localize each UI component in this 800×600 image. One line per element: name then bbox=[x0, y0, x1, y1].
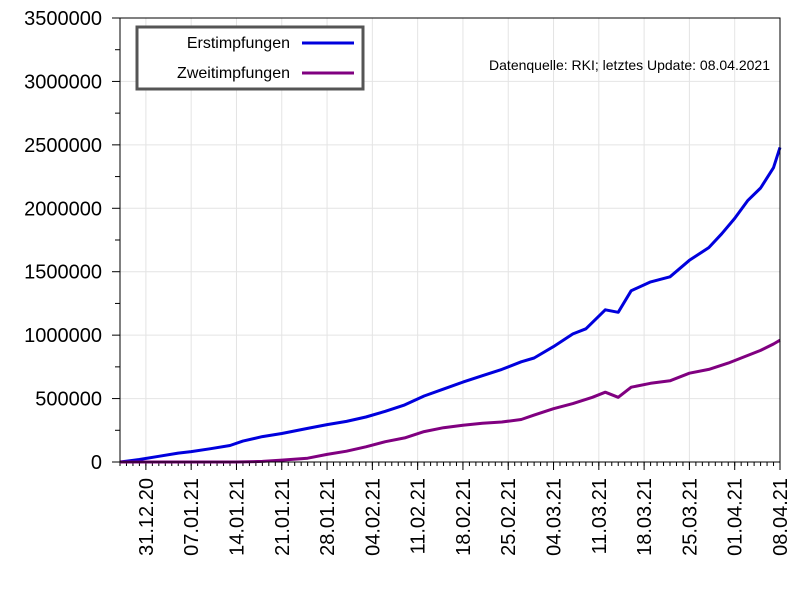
x-tick-label: 31.12.20 bbox=[136, 478, 158, 556]
x-tick-label: 01.04.21 bbox=[725, 478, 747, 556]
data-source-note: Datenquelle: RKI; letztes Update: 08.04.… bbox=[489, 57, 770, 73]
legend-box bbox=[135, 25, 365, 91]
series-line-zweitimpfungen bbox=[120, 338, 781, 464]
x-tick-label: 14.01.21 bbox=[226, 478, 248, 556]
x-tick-label: 04.02.21 bbox=[362, 478, 384, 556]
x-tick-label: 25.02.21 bbox=[498, 478, 520, 556]
y-tick-label: 500000 bbox=[35, 389, 102, 411]
x-tick-label: 04.03.21 bbox=[544, 478, 566, 556]
series-lines bbox=[119, 146, 782, 464]
legend: Erstimpfungen Zweitimpfungen bbox=[135, 25, 365, 91]
y-tick-label: 3500000 bbox=[24, 8, 102, 30]
plot-frame bbox=[119, 17, 781, 463]
x-tick-label: 21.01.21 bbox=[272, 478, 294, 556]
legend-label-zweitimpfungen: Zweitimpfungen bbox=[177, 65, 290, 82]
y-tick-label: 1500000 bbox=[24, 262, 102, 284]
x-tick-label: 11.02.21 bbox=[408, 478, 430, 554]
x-tick-label: 08.04.21 bbox=[770, 478, 792, 556]
y-axis-ticks: 0 500000 1000000 1500000 2000000 2500000 30000… bbox=[24, 8, 120, 474]
y-tick-label: 0 bbox=[91, 452, 102, 474]
x-tick-label: 25.03.21 bbox=[679, 478, 701, 556]
series-line-erstimpfungen bbox=[119, 146, 782, 464]
x-tick-label: 18.03.21 bbox=[634, 478, 656, 556]
y-tick-label: 2000000 bbox=[24, 198, 102, 220]
x-tick-label: 28.01.21 bbox=[317, 478, 339, 556]
x-tick-label: 07.01.21 bbox=[181, 478, 203, 556]
legend-label-erstimpfungen: Erstimpfungen bbox=[187, 35, 290, 52]
y-tick-label: 1000000 bbox=[24, 325, 102, 347]
y-tick-label: 2500000 bbox=[24, 135, 102, 157]
y-tick-label: 3000000 bbox=[24, 71, 102, 93]
x-tick-label: 18.02.21 bbox=[453, 478, 475, 556]
x-axis-ticks: 31.12.20 07.01.21 14.01.21 21.01.21 28.01.21… bbox=[119, 462, 792, 556]
x-tick-label: 11.03.21 bbox=[589, 478, 611, 554]
